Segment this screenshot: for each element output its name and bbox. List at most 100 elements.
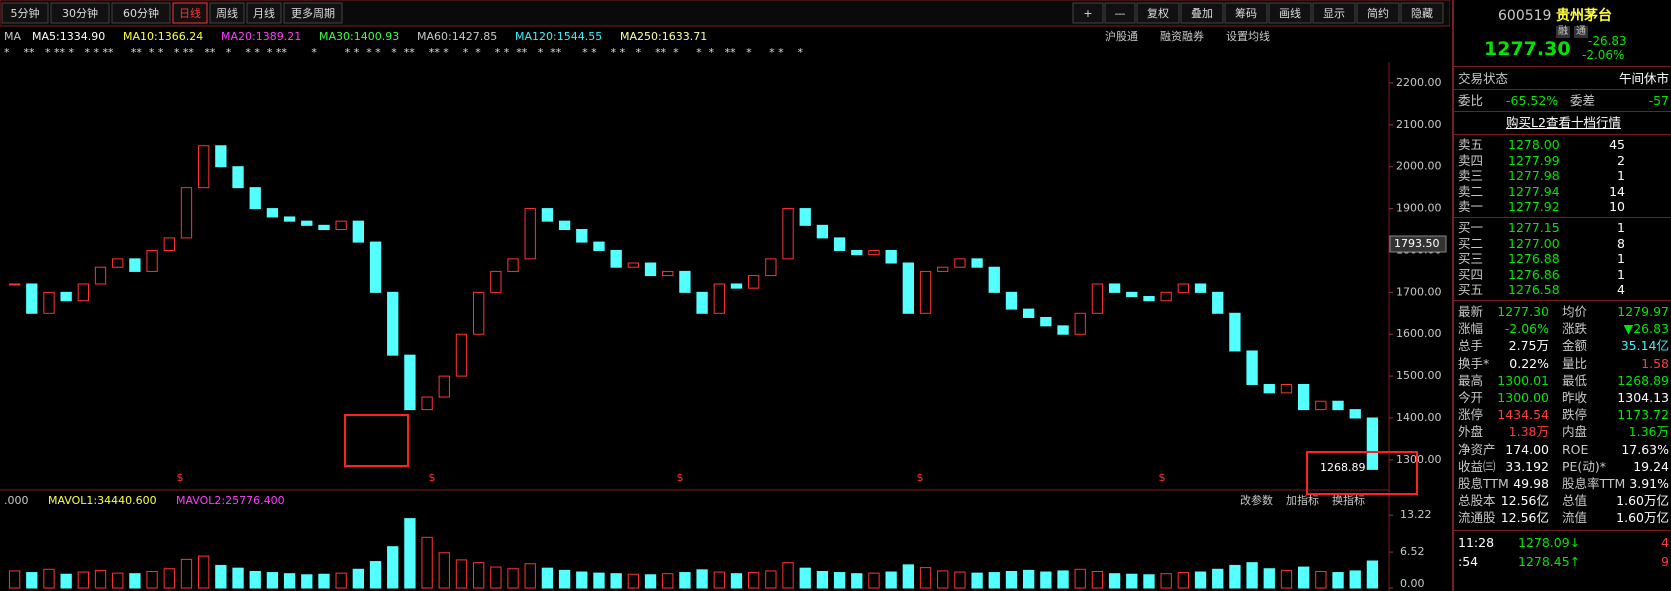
- toolbar-button[interactable]: [1072, 2, 1104, 24]
- toolbar-button[interactable]: [1356, 2, 1400, 24]
- toolbar-button[interactable]: [1136, 2, 1180, 24]
- status-row: 交易状态 午间休市: [1458, 70, 1669, 87]
- volume-bar: [885, 571, 897, 589]
- candle: [816, 224, 829, 239]
- stat-value: 33.192: [1505, 458, 1549, 474]
- toolbar-button-label[interactable]: +: [1083, 7, 1092, 20]
- volume-bar: [215, 564, 227, 589]
- candle: [833, 237, 846, 251]
- volume-bar: [1349, 570, 1361, 589]
- stat-label: 涨幅: [1458, 321, 1484, 337]
- toolbar-button-label[interactable]: 隐藏: [1411, 7, 1433, 20]
- bid-label: 买五: [1458, 282, 1484, 297]
- toolbar-button[interactable]: [1104, 2, 1136, 24]
- candle: [266, 208, 279, 218]
- candle: [1074, 312, 1086, 335]
- period-tab-label[interactable]: 更多周期: [291, 6, 335, 20]
- volume-bar: [283, 573, 296, 589]
- toolbar-button[interactable]: [1400, 2, 1444, 24]
- toolbar-button-label[interactable]: 复权: [1147, 6, 1169, 20]
- volume-bar: [112, 572, 124, 589]
- stat-value: 2.75万: [1508, 338, 1549, 354]
- candle: [799, 208, 811, 226]
- bid-label: 买一: [1458, 220, 1484, 235]
- y-tick-label: 2100.00: [1396, 118, 1442, 131]
- toolbar-button-label[interactable]: 画线: [1279, 6, 1301, 20]
- toolbar-button[interactable]: [1224, 2, 1268, 24]
- period-tab-label[interactable]: 日线: [179, 6, 201, 20]
- period-tab-label[interactable]: 月线: [253, 6, 275, 20]
- period-tab-label[interactable]: 30分钟: [62, 6, 98, 20]
- bid-price: 1276.86: [1508, 266, 1560, 282]
- period-tab-label[interactable]: 60分钟: [123, 6, 159, 20]
- stat-label: 涨跌: [1562, 321, 1588, 337]
- stat-row: 最高 1300.01 最低 1268.89: [1458, 372, 1669, 389]
- volume-legend-link[interactable]: 加指标: [1286, 493, 1319, 507]
- toolbar-button-label[interactable]: 简约: [1367, 6, 1389, 20]
- ask-price: 1277.98: [1508, 168, 1560, 183]
- volume-bar: [644, 574, 657, 589]
- ma-legend-item: MA5:1334.90: [32, 30, 105, 43]
- stat-value: 1434.54: [1497, 407, 1549, 423]
- stat-label: 最低: [1562, 372, 1588, 388]
- toolbar-button[interactable]: [1312, 2, 1356, 24]
- ask-volume: 2: [1617, 152, 1625, 168]
- y-tick-label: 2200.00: [1396, 76, 1442, 89]
- dividend-marker: $: [917, 471, 924, 484]
- candle: [1212, 291, 1224, 314]
- period-tab[interactable]: [111, 2, 171, 24]
- volume-legend-link[interactable]: 换指标: [1332, 493, 1365, 507]
- trade-row: 11:28 1278.09↓ 4: [1458, 534, 1669, 551]
- ma-legend-item: MA20:1389.21: [221, 30, 301, 43]
- bid-label: 买四: [1458, 266, 1484, 282]
- y-tick-label: 2000.00: [1396, 160, 1442, 173]
- ma-legend-link[interactable]: 设置均线: [1226, 29, 1270, 43]
- period-tab[interactable]: [172, 2, 208, 24]
- period-tab[interactable]: [50, 2, 110, 24]
- ma-legend-link[interactable]: 融资融券: [1160, 29, 1204, 43]
- toolbar-button-label[interactable]: 显示: [1323, 7, 1345, 20]
- separator: [1454, 300, 1671, 301]
- ma-legend-link[interactable]: 沪股通: [1105, 29, 1138, 43]
- volume-legend-link[interactable]: 改参数: [1240, 493, 1273, 507]
- period-tab-label[interactable]: 周线: [216, 6, 238, 20]
- period-tab[interactable]: [209, 2, 245, 24]
- ask-row: 卖一 1277.92 10: [1458, 199, 1669, 214]
- volume-bar: [1108, 573, 1121, 589]
- candle: [1366, 417, 1379, 470]
- toolbar-button-label[interactable]: 筹码: [1235, 6, 1257, 20]
- volume-bar: [249, 570, 261, 589]
- status-label: 交易状态: [1458, 71, 1509, 86]
- stat-value: 1.60万亿: [1616, 510, 1669, 526]
- ask-label: 卖二: [1458, 183, 1484, 199]
- toolbar-button-label[interactable]: 叠加: [1191, 7, 1213, 20]
- ask-row: 卖二 1277.94 14: [1458, 184, 1669, 199]
- signal-markers: * ** * ** * * * ** ** * * * ** ** * * * …: [4, 46, 804, 59]
- volume-bar: [524, 563, 536, 589]
- period-tab[interactable]: [1, 2, 49, 24]
- volume-bar: [369, 561, 382, 589]
- l2-link[interactable]: 购买L2查看十档行情: [1506, 115, 1621, 130]
- volume-bar: [593, 572, 605, 589]
- candle: [851, 249, 863, 256]
- candle: [593, 241, 605, 251]
- candle: [180, 187, 193, 239]
- candle: [1057, 325, 1069, 335]
- volume-bar: [163, 568, 175, 589]
- stock-code: 600519: [1498, 8, 1552, 24]
- volume-bar: [198, 555, 210, 589]
- volume-bar: [799, 567, 811, 589]
- candle: [988, 266, 1000, 293]
- volume-bar: [1332, 572, 1344, 589]
- volume-legend-item: .000: [4, 494, 29, 507]
- bid-price: 1276.58: [1508, 282, 1560, 297]
- price-change: -26.83: [1588, 34, 1627, 48]
- period-tab[interactable]: [246, 2, 282, 24]
- candle: [232, 166, 244, 189]
- toolbar-button[interactable]: [1268, 2, 1312, 24]
- stock-badge: 融: [1556, 26, 1570, 38]
- period-tab[interactable]: [283, 2, 343, 24]
- period-tab-label[interactable]: 5分钟: [11, 6, 40, 20]
- toolbar-button-label[interactable]: —: [1115, 7, 1126, 20]
- toolbar-button[interactable]: [1180, 2, 1224, 24]
